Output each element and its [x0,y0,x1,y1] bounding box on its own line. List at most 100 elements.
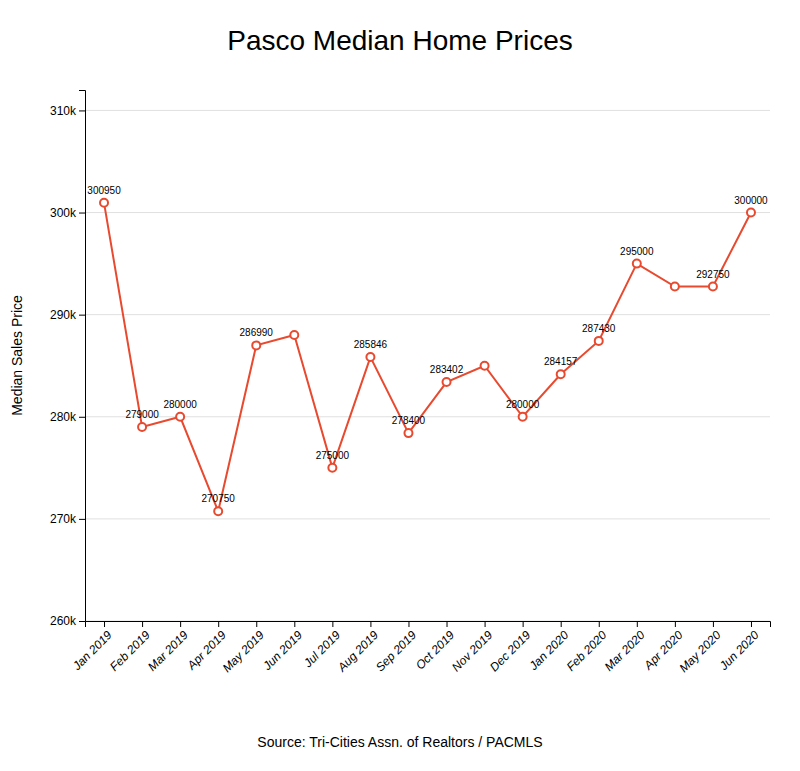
tick-mark [447,621,448,627]
tick-label: 310k [50,104,77,118]
tick: 280k [50,410,85,424]
tick: Mar 2019 [145,621,191,674]
tick-mark [751,621,752,627]
data-label: 286990 [240,327,274,338]
marker [481,362,489,370]
tick-mark [104,621,105,627]
tick-mark [408,621,409,627]
data-label: 295000 [620,246,654,257]
tick-label: Jan 2019 [69,628,115,674]
tick-label: Aug 2019 [334,628,381,675]
tick-mark [675,621,676,627]
tick-mark [79,315,85,316]
tick-label: 260k [50,614,77,628]
tick-label: May 2020 [676,628,723,675]
data-label: 275000 [316,450,350,461]
data-label: 270750 [202,493,236,504]
tick-label: Nov 2019 [449,628,495,674]
marker [138,423,146,431]
tick-label: Dec 2019 [487,628,533,674]
marker [214,507,222,515]
y-axis: 260k 270k 280k 290k 300k 310k [50,91,86,629]
tick-mark [523,621,524,627]
chart: Pasco Median Home Prices 260k 270k 280k 290k… [0,0,800,771]
grid-line [85,212,770,213]
data-label: 284157 [544,356,578,367]
tick: 270k [50,512,85,526]
tick-mark [485,621,486,627]
tick-mark [332,621,333,627]
marker [290,331,298,339]
tick-mark [180,621,181,627]
marker [366,353,374,361]
data-label: 280000 [163,399,197,410]
x-axis: Jan 2019Feb 2019Mar 2019Apr 2019May 2019… [69,621,770,675]
tick-mark [79,621,85,622]
tick-label: 280k [50,410,77,424]
tick-label: Mar 2020 [602,628,648,674]
source-note: Source: Tri-Cities Assn. of Realtors / P… [257,734,542,750]
tick-mark [256,621,257,627]
marker [747,209,755,217]
data-label: 280000 [506,399,540,410]
tick: May 2019 [220,621,267,675]
marker [328,464,336,472]
grid-line [85,314,770,315]
tick-label: Mar 2019 [145,628,191,674]
tick-label: Feb 2019 [107,628,153,674]
tick-label: Jan 2020 [526,628,572,674]
tick: 300k [50,206,85,220]
tick: Sep 2019 [373,621,419,674]
marker [595,337,603,345]
tick: Mar 2020 [602,621,648,674]
tick-mark [637,621,638,627]
tick: 290k [50,308,85,322]
data-label: 285846 [354,339,388,350]
tick-label: 290k [50,308,77,322]
plot: 260k 270k 280k 290k 300k 310k Jan 2019Feb 2019… [50,91,771,676]
marker [671,283,679,291]
marker [519,413,527,421]
tick-mark [561,621,562,627]
tick-mark [79,519,85,520]
marks [100,199,755,515]
tick-label: Sep 2019 [373,628,419,674]
tick-label: 270k [50,512,77,526]
tick-label: May 2019 [220,628,267,675]
tick-mark [79,417,85,418]
marker [100,199,108,207]
tick-label: Jun 2019 [259,628,305,674]
tick-mark [294,621,295,627]
title: Pasco Median Home Prices [227,25,572,56]
marker [176,413,184,421]
tick-mark [713,621,714,627]
grid-line [85,518,770,519]
data-label: 292750 [696,269,730,280]
marker [252,341,260,349]
tick: 310k [50,104,85,118]
line [104,203,751,511]
data-label: 279000 [125,409,159,420]
tick-label: Feb 2020 [564,628,610,674]
data-label: 300950 [87,185,121,196]
grid-line [85,110,770,111]
tick-mark [370,621,371,627]
tick: May 2020 [676,621,723,675]
data-label: 278400 [392,415,426,426]
marker [443,378,451,386]
axis-line [79,91,86,622]
data-label: 287430 [582,323,616,334]
grid [85,110,770,621]
tick-label: 300k [50,206,77,220]
tick-mark [599,621,600,627]
marker [709,283,717,291]
data-labels: 300950 279000 280000 270750 286990 275000 2858… [87,185,768,504]
tick: 260k [50,614,85,628]
tick-label: Jun 2020 [716,628,762,674]
tick-mark [218,621,219,627]
data-label: 283402 [430,364,464,375]
y-axis-title: Median Sales Price [9,295,25,416]
marker [557,370,565,378]
tick: Jun 2020 [716,621,762,674]
marker [404,429,412,437]
